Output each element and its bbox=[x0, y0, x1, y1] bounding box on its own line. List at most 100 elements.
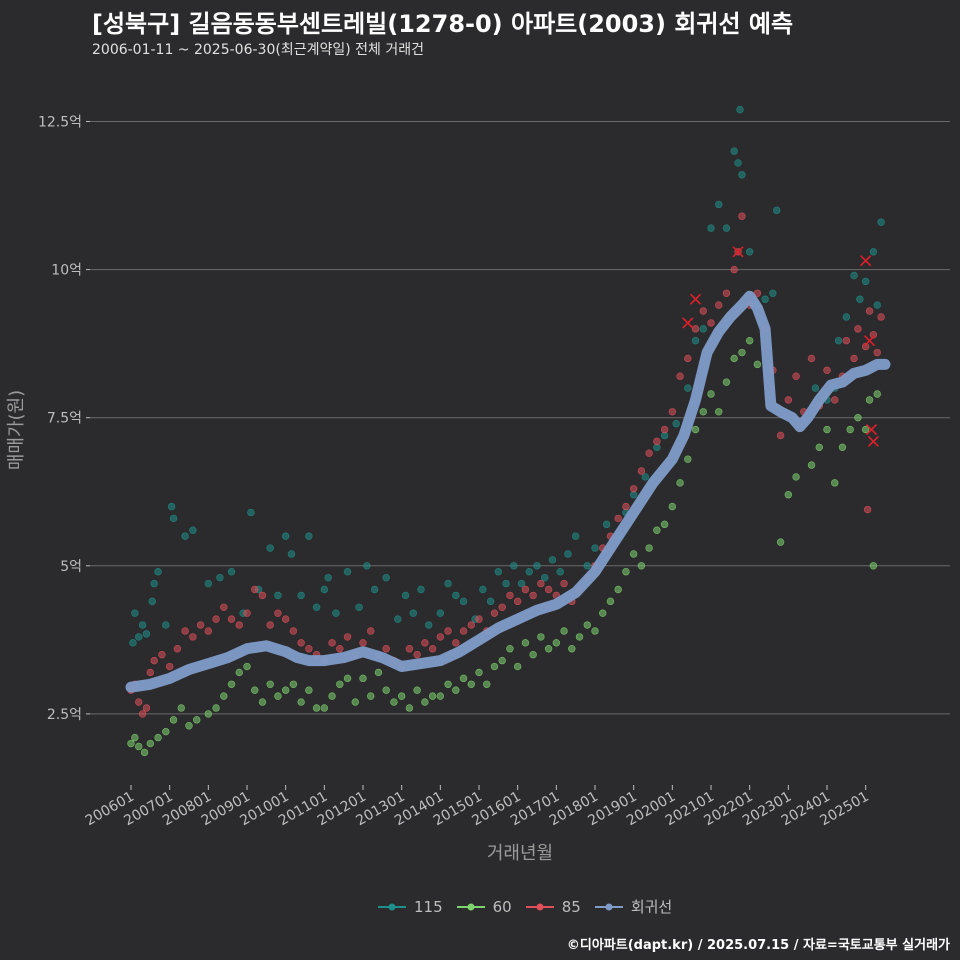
outlier-mark-0 bbox=[682, 317, 694, 329]
point-85-14 bbox=[212, 615, 220, 623]
point-85-75 bbox=[684, 354, 692, 363]
point-85-16 bbox=[227, 615, 236, 623]
point-60-68 bbox=[645, 544, 653, 552]
point-85-54 bbox=[521, 585, 530, 594]
point-60-64 bbox=[614, 585, 622, 594]
point-115-58 bbox=[591, 544, 599, 552]
point-85-102 bbox=[865, 307, 874, 315]
point-115-3 bbox=[138, 621, 147, 629]
point-115-68 bbox=[691, 336, 700, 345]
point-85-74 bbox=[676, 372, 684, 380]
point-115-30 bbox=[355, 603, 363, 611]
point-115-80 bbox=[769, 289, 777, 297]
point-60-59 bbox=[575, 633, 584, 641]
point-60-40 bbox=[428, 692, 437, 700]
legend-115-marker bbox=[378, 903, 406, 910]
point-60-75 bbox=[699, 408, 707, 416]
point-115-54 bbox=[556, 568, 564, 576]
legend-regression-label: 회귀선 bbox=[630, 898, 673, 916]
point-60-81 bbox=[745, 336, 754, 345]
point-115-81 bbox=[773, 206, 781, 215]
y-tick-label-4: 12.5억 bbox=[38, 114, 82, 130]
point-115-27 bbox=[324, 573, 332, 582]
point-115-25 bbox=[312, 603, 321, 611]
point-60-84 bbox=[784, 491, 793, 499]
point-85-40 bbox=[413, 650, 421, 659]
point-60-85 bbox=[792, 473, 800, 481]
point-60-33 bbox=[374, 668, 383, 677]
point-115-57 bbox=[583, 562, 591, 570]
point-60-39 bbox=[421, 698, 429, 706]
point-115-11 bbox=[181, 532, 189, 540]
point-60-76 bbox=[707, 390, 715, 398]
point-115-73 bbox=[730, 147, 738, 155]
point-85-83 bbox=[738, 212, 746, 220]
chart-title: [성북구] 길음동동부센트레빌(1278-0) 아파트(2003) 회귀선 예측 bbox=[92, 10, 794, 38]
point-115-90 bbox=[869, 248, 878, 256]
point-85-78 bbox=[707, 319, 715, 327]
point-60-63 bbox=[606, 597, 615, 606]
point-60-13 bbox=[220, 692, 228, 700]
point-85-26 bbox=[305, 645, 313, 653]
outlier-mark-3 bbox=[860, 255, 872, 267]
point-60-1 bbox=[131, 733, 139, 742]
point-115-56 bbox=[571, 532, 580, 540]
point-60-60 bbox=[583, 621, 591, 629]
point-60-91 bbox=[846, 425, 854, 434]
point-85-45 bbox=[452, 639, 460, 647]
point-115-67 bbox=[684, 384, 692, 392]
point-115-29 bbox=[343, 568, 352, 576]
point-115-92 bbox=[877, 218, 885, 226]
point-115-12 bbox=[189, 526, 197, 534]
point-60-16 bbox=[243, 662, 251, 671]
point-60-5 bbox=[154, 733, 162, 742]
point-60-51 bbox=[513, 662, 522, 671]
point-85-6 bbox=[150, 656, 158, 665]
point-85-79 bbox=[715, 301, 723, 309]
point-60-94 bbox=[865, 396, 874, 404]
point-60-74 bbox=[691, 425, 700, 434]
point-60-0 bbox=[127, 739, 135, 748]
point-60-19 bbox=[266, 680, 274, 688]
point-60-14 bbox=[227, 680, 236, 688]
point-85-10 bbox=[181, 627, 189, 635]
point-115-55 bbox=[564, 550, 572, 558]
legend-60-marker bbox=[456, 903, 485, 910]
point-60-93 bbox=[861, 425, 870, 434]
point-60-48 bbox=[490, 662, 499, 671]
point-115-1 bbox=[131, 609, 139, 617]
point-85-17 bbox=[235, 621, 243, 629]
point-85-51 bbox=[498, 603, 506, 611]
point-60-12 bbox=[212, 704, 220, 712]
point-60-66 bbox=[629, 550, 638, 558]
point-60-24 bbox=[305, 686, 313, 694]
point-115-86 bbox=[842, 313, 851, 321]
point-85-105 bbox=[877, 313, 885, 321]
point-115-20 bbox=[274, 591, 282, 600]
point-60-92 bbox=[854, 413, 862, 422]
point-85-72 bbox=[660, 425, 669, 434]
regression-line bbox=[125, 290, 891, 693]
point-115-69 bbox=[699, 325, 707, 333]
point-60-45 bbox=[467, 680, 475, 688]
point-85-50 bbox=[490, 609, 499, 617]
legend-85-marker bbox=[525, 903, 554, 910]
point-115-59 bbox=[602, 520, 611, 529]
point-115-14 bbox=[216, 573, 224, 582]
point-85-24 bbox=[289, 627, 298, 635]
point-60-10 bbox=[193, 716, 201, 724]
legend: 115 60 85 회귀선 bbox=[378, 896, 686, 917]
point-85-103 bbox=[869, 331, 878, 339]
point-85-56 bbox=[537, 579, 545, 588]
point-60-72 bbox=[676, 479, 684, 487]
point-60-58 bbox=[568, 645, 576, 653]
point-60-95 bbox=[869, 562, 878, 570]
point-60-22 bbox=[289, 680, 298, 688]
point-115-5 bbox=[148, 597, 156, 606]
point-60-9 bbox=[185, 722, 193, 730]
point-60-50 bbox=[506, 645, 514, 653]
point-115-9 bbox=[167, 502, 176, 511]
point-115-15 bbox=[227, 568, 236, 576]
legend-regression-marker bbox=[594, 903, 623, 910]
